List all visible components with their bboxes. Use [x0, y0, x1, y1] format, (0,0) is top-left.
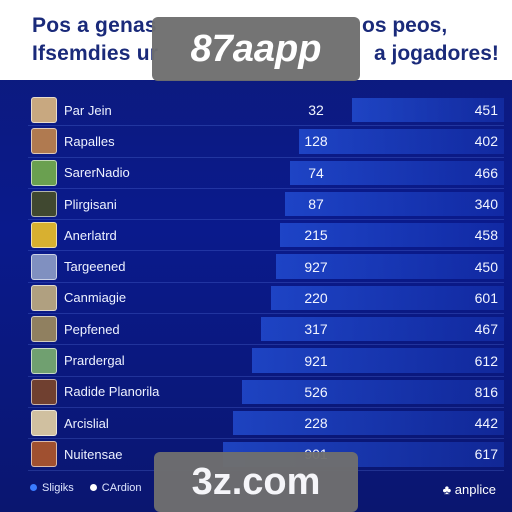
row-name: Nuitensae — [64, 446, 123, 462]
row-players: 450 — [474, 258, 498, 275]
avatar-icon — [31, 441, 57, 468]
row-players: 466 — [474, 164, 498, 181]
table-row[interactable]: Pepfened 317 467 — [28, 314, 504, 346]
legend-dot-icon — [89, 484, 97, 491]
row-name: Prardergal — [64, 353, 125, 369]
row-players: 402 — [474, 133, 498, 150]
row-bar — [299, 129, 504, 154]
row-players: 451 — [474, 102, 498, 119]
row-name: SarerNadio — [64, 165, 130, 181]
table-row[interactable]: Radide Planorila 526 816 — [28, 377, 504, 408]
row-name: Pepfened — [64, 321, 120, 337]
row-name: Anerlatrd — [64, 227, 117, 243]
legend-label-2: CArdion — [101, 482, 142, 494]
row-bar — [280, 223, 504, 248]
row-name: Canmiagie — [64, 290, 127, 306]
avatar-icon — [31, 222, 57, 249]
row-players: 467 — [474, 321, 498, 338]
row-players: 340 — [474, 196, 498, 213]
row-score: 74 — [308, 164, 324, 181]
row-score: 921 — [304, 352, 328, 369]
row-bar — [232, 410, 504, 436]
row-name: Rapalles — [64, 133, 115, 149]
footer-brand: ♣ anplice — [443, 482, 496, 497]
row-score: 228 — [304, 415, 328, 432]
brand-logo-icon: ♣ — [442, 482, 452, 497]
row-bar — [351, 98, 504, 123]
row-players: 442 — [474, 415, 498, 432]
row-score: 220 — [304, 289, 328, 306]
row-bar — [261, 317, 504, 342]
footer-brand-label: anplice — [454, 482, 496, 497]
row-bar — [275, 254, 504, 279]
title-line-2-right: a jogadores! — [374, 42, 499, 65]
leaderboard-list: Par Jein 32 451 Rapalles 128 402 SarerNadio 74 4… — [28, 95, 504, 471]
avatar-icon — [31, 378, 57, 405]
row-score: 927 — [304, 258, 328, 275]
table-row[interactable]: Targeened 927 450 — [28, 251, 504, 283]
row-bar — [289, 160, 504, 185]
table-row[interactable]: SarerNadio 74 466 — [28, 158, 504, 189]
row-bar — [285, 191, 504, 217]
row-score: 128 — [304, 133, 328, 150]
row-bar — [242, 379, 504, 404]
row-score: 32 — [308, 102, 324, 119]
row-bar — [251, 348, 504, 373]
row-players: 458 — [474, 227, 498, 244]
table-row[interactable]: Par Jein 32 451 — [28, 95, 504, 127]
brand-watermark-top: 87aapp — [152, 17, 360, 81]
row-score: 526 — [304, 383, 328, 400]
row-name: Arcislial — [64, 415, 109, 431]
row-bar — [270, 285, 504, 311]
legend: Sligiks CArdion — [30, 482, 142, 494]
avatar-icon — [31, 253, 57, 280]
row-name: Targeened — [64, 259, 126, 275]
table-row[interactable]: Anerlatrd 215 458 — [28, 220, 504, 252]
row-players: 601 — [474, 289, 498, 306]
title-line-2: Ifsemdies ur — [32, 42, 159, 65]
legend-dot-icon — [30, 484, 37, 491]
legend-item-2: CArdion — [89, 482, 142, 494]
avatar-icon — [31, 316, 57, 343]
row-players: 816 — [474, 383, 498, 400]
row-score: 215 — [304, 227, 328, 244]
avatar-icon — [31, 191, 57, 218]
avatar-icon — [31, 347, 57, 374]
row-score: 317 — [304, 321, 328, 338]
row-players: 617 — [474, 446, 498, 463]
row-name: Radide Planorila — [64, 384, 160, 400]
title-line-1-right: os peos, — [362, 14, 448, 37]
avatar-icon — [31, 159, 57, 186]
table-row[interactable]: Arcislial 228 442 — [28, 408, 504, 440]
table-row[interactable]: Rapalles 128 402 — [28, 126, 504, 158]
row-players: 612 — [474, 352, 498, 369]
table-row[interactable]: Canmiagie 220 601 — [28, 283, 504, 315]
table-row[interactable]: Prardergal 921 612 — [28, 345, 504, 377]
legend-item-1: Sligiks — [30, 482, 74, 494]
avatar-icon — [31, 128, 57, 155]
table-row[interactable]: Plirgisani 87 340 — [28, 189, 504, 221]
title-line-1: Pos a genas — [32, 14, 157, 37]
row-score: 87 — [308, 196, 324, 213]
row-name: Plirgisani — [64, 196, 117, 212]
brand-watermark-bottom: 3z.com — [154, 452, 358, 512]
avatar-icon — [31, 284, 57, 311]
legend-label-1: Sligiks — [42, 482, 74, 494]
row-name: Par Jein — [64, 102, 112, 118]
avatar-icon — [31, 97, 57, 124]
avatar-icon — [31, 410, 57, 437]
